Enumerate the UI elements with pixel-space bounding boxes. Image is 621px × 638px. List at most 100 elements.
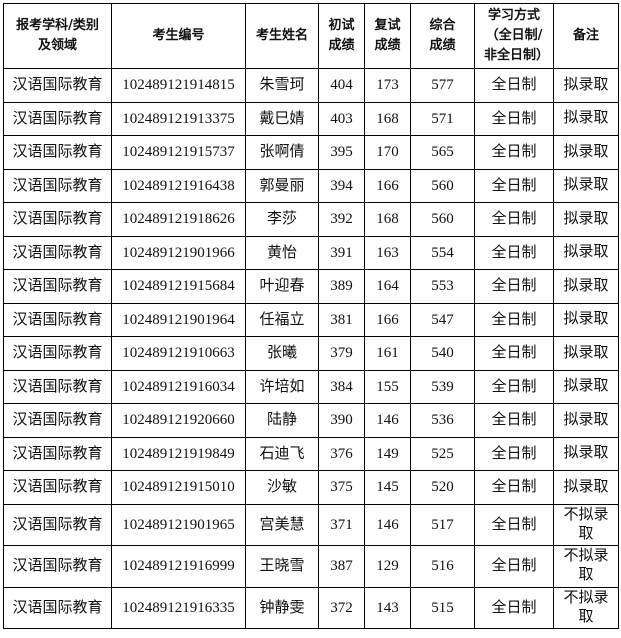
cell-initial-score: 392	[318, 202, 365, 237]
table-row: 汉语国际教育 102489121901964 任福立 381 166 547 全日制 拟录取	[3, 302, 619, 337]
cell-initial-score: 372	[318, 586, 365, 629]
cell-total-score: 525	[410, 436, 475, 471]
cell-retest-score: 168	[364, 202, 411, 237]
cell-candidate-id: 102489121920660	[111, 403, 246, 438]
cell-retest-score: 163	[364, 235, 411, 270]
cell-candidate-name: 叶迎春	[245, 269, 319, 304]
header-subject: 报考学科/类别及领域	[3, 3, 112, 69]
cell-candidate-name: 沙敏	[245, 470, 319, 505]
cell-candidate-id: 102489121901966	[111, 235, 246, 270]
cell-retest-score: 146	[364, 503, 411, 546]
header-label: 考生编号	[152, 28, 205, 43]
cell-retest-score: 164	[364, 269, 411, 304]
table-row: 汉语国际教育 102489121914815 朱雪珂 404 173 577 全日制 拟录取	[3, 68, 619, 103]
cell-initial-score: 381	[318, 302, 365, 337]
cell-retest-score: 155	[364, 369, 411, 404]
cell-candidate-name: 王晓雪	[245, 545, 319, 588]
cell-candidate-id: 102489121916335	[111, 586, 246, 629]
cell-subject: 汉语国际教育	[3, 503, 112, 546]
cell-total-score: 516	[410, 545, 475, 588]
cell-initial-score: 403	[318, 101, 365, 136]
cell-initial-score: 390	[318, 403, 365, 438]
cell-initial-score: 395	[318, 135, 365, 170]
cell-subject: 汉语国际教育	[3, 101, 112, 136]
cell-candidate-name: 钟静雯	[245, 586, 319, 629]
table-row: 汉语国际教育 102489121915010 沙敏 375 145 520 全日制 拟录取	[3, 470, 619, 505]
header-row: 报考学科/类别及领域 考生编号 考生姓名 初试成绩 复试成绩 综合成绩 学习方式（全日制/非…	[3, 3, 619, 69]
cell-study-mode: 全日制	[474, 503, 554, 546]
cell-retest-score: 166	[364, 168, 411, 203]
cell-remark: 拟录取	[553, 68, 619, 103]
cell-study-mode: 全日制	[474, 470, 554, 505]
cell-initial-score: 384	[318, 369, 365, 404]
cell-study-mode: 全日制	[474, 545, 554, 588]
cell-remark: 拟录取	[553, 436, 619, 471]
cell-remark: 拟录取	[553, 168, 619, 203]
cell-total-score: 515	[410, 586, 475, 629]
cell-total-score: 539	[410, 369, 475, 404]
remark-text: 拟录取	[563, 76, 609, 93]
cell-retest-score: 173	[364, 68, 411, 103]
cell-candidate-id: 102489121919849	[111, 436, 246, 471]
cell-remark: 拟录取	[553, 202, 619, 237]
cell-candidate-name: 朱雪珂	[245, 68, 319, 103]
remark-text: 拟录取	[563, 210, 609, 227]
table-row: 汉语国际教育 102489121916034 许培如 384 155 539 全日制 拟录取	[3, 369, 619, 404]
header-label: 备注	[572, 28, 599, 43]
remark-text: 拟录取	[563, 143, 609, 160]
cell-total-score: 553	[410, 269, 475, 304]
cell-candidate-name: 石迪飞	[245, 436, 319, 471]
cell-remark: 拟录取	[553, 403, 619, 438]
table-row: 汉语国际教育 102489121916335 钟静雯 372 143 515 全日制 不拟录取	[3, 586, 619, 629]
cell-remark: 拟录取	[553, 470, 619, 505]
cell-study-mode: 全日制	[474, 101, 554, 136]
cell-candidate-id: 102489121915010	[111, 470, 246, 505]
cell-total-score: 560	[410, 202, 475, 237]
cell-subject: 汉语国际教育	[3, 302, 112, 337]
cell-total-score: 571	[410, 101, 475, 136]
cell-retest-score: 143	[364, 586, 411, 629]
header-initial-score: 初试成绩	[318, 3, 365, 69]
cell-remark: 不拟录取	[553, 503, 619, 546]
cell-retest-score: 166	[364, 302, 411, 337]
cell-candidate-name: 郭曼丽	[245, 168, 319, 203]
table-row: 汉语国际教育 102489121916438 郭曼丽 394 166 560 全日制 拟录取	[3, 168, 619, 203]
cell-candidate-name: 张曦	[245, 336, 319, 371]
table-row: 汉语国际教育 102489121920660 陆静 390 146 536 全日制 拟录取	[3, 403, 619, 438]
table-row: 汉语国际教育 102489121916999 王晓雪 387 129 516 全日制 不拟录取	[3, 545, 619, 588]
cell-candidate-id: 102489121918626	[111, 202, 246, 237]
cell-initial-score: 404	[318, 68, 365, 103]
cell-study-mode: 全日制	[474, 586, 554, 629]
cell-study-mode: 全日制	[474, 302, 554, 337]
cell-retest-score: 146	[364, 403, 411, 438]
cell-study-mode: 全日制	[474, 68, 554, 103]
cell-candidate-id: 102489121910663	[111, 336, 246, 371]
cell-study-mode: 全日制	[474, 168, 554, 203]
cell-remark: 拟录取	[553, 336, 619, 371]
cell-study-mode: 全日制	[474, 369, 554, 404]
cell-candidate-id: 102489121916999	[111, 545, 246, 588]
header-remark: 备注	[553, 3, 619, 69]
cell-total-score: 547	[410, 302, 475, 337]
cell-remark: 拟录取	[553, 101, 619, 136]
remark-text: 不拟录取	[563, 548, 609, 584]
cell-study-mode: 全日制	[474, 436, 554, 471]
cell-subject: 汉语国际教育	[3, 586, 112, 629]
header-label: 学习方式（全日制/非全日制）	[484, 8, 550, 63]
cell-candidate-id: 102489121916438	[111, 168, 246, 203]
cell-retest-score: 168	[364, 101, 411, 136]
cell-subject: 汉语国际教育	[3, 235, 112, 270]
cell-total-score: 577	[410, 68, 475, 103]
remark-text: 拟录取	[563, 110, 609, 127]
cell-retest-score: 149	[364, 436, 411, 471]
cell-subject: 汉语国际教育	[3, 369, 112, 404]
cell-subject: 汉语国际教育	[3, 403, 112, 438]
cell-remark: 拟录取	[553, 135, 619, 170]
cell-candidate-name: 戴巳婧	[245, 101, 319, 136]
cell-retest-score: 170	[364, 135, 411, 170]
cell-candidate-id: 102489121901964	[111, 302, 246, 337]
table-row: 汉语国际教育 102489121913375 戴巳婧 403 168 571 全日制 拟录取	[3, 101, 619, 136]
table-row: 汉语国际教育 102489121915737 张啊倩 395 170 565 全日制 拟录取	[3, 135, 619, 170]
remark-text: 拟录取	[563, 244, 609, 261]
cell-subject: 汉语国际教育	[3, 336, 112, 371]
